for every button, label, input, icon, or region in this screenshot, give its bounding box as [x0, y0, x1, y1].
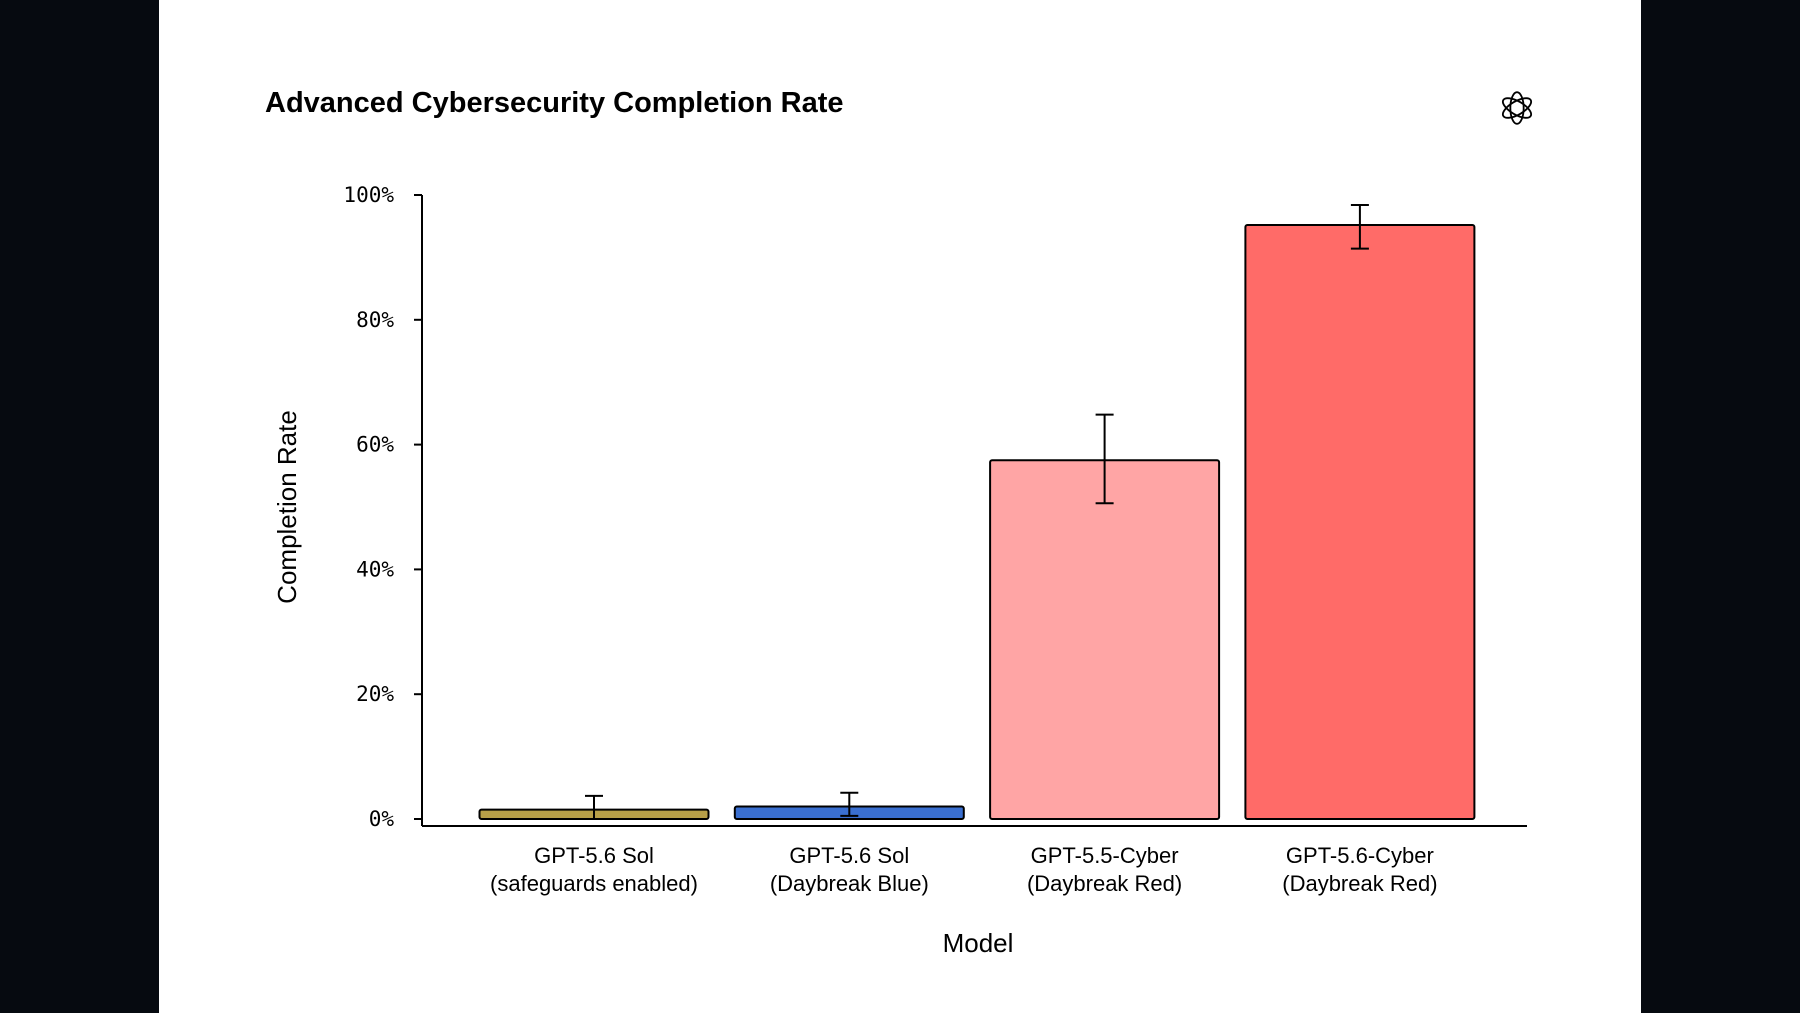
y-tick-label: 80%	[356, 308, 394, 332]
x-category-label-line: (Daybreak Red)	[1027, 871, 1182, 896]
y-tick-label: 100%	[343, 183, 394, 207]
y-tick-label: 0%	[369, 807, 395, 831]
y-tick-label: 40%	[356, 557, 394, 581]
x-category-label-line: GPT-5.6 Sol	[789, 843, 909, 868]
y-axis: 0% 20% 40% 60% 80% 100%	[343, 183, 423, 831]
bars	[478, 203, 1476, 821]
x-category-label-line: GPT-5.6 Sol	[534, 843, 654, 868]
y-tick-label: 60%	[356, 433, 394, 457]
x-axis: GPT-5.6 Sol (safeguards enabled)GPT-5.6 S…	[422, 825, 1527, 896]
x-category-label-line: (Daybreak Red)	[1282, 871, 1437, 896]
openai-logo-icon	[1501, 91, 1533, 125]
y-tick-label: 20%	[356, 682, 394, 706]
bar	[989, 459, 1221, 820]
y-axis-label: Completion Rate	[272, 410, 302, 604]
x-category-label: GPT-5.5-Cyber (Daybreak Red)	[1027, 843, 1182, 896]
bar	[1244, 223, 1476, 820]
x-category-label-line: GPT-5.6-Cyber	[1286, 843, 1434, 868]
x-category-label-line: (Daybreak Blue)	[770, 871, 929, 896]
x-axis-label: Model	[943, 928, 1014, 958]
x-category-label: GPT-5.6 Sol (Daybreak Blue)	[770, 843, 929, 896]
x-category-label: GPT-5.6-Cyber (Daybreak Red)	[1282, 843, 1437, 896]
chart-title: Advanced Cybersecurity Completion Rate	[265, 87, 844, 119]
x-category-label: GPT-5.6 Sol (safeguards enabled)	[490, 843, 698, 896]
x-category-label-line: GPT-5.5-Cyber	[1031, 843, 1179, 868]
x-category-label-line: (safeguards enabled)	[490, 871, 698, 896]
